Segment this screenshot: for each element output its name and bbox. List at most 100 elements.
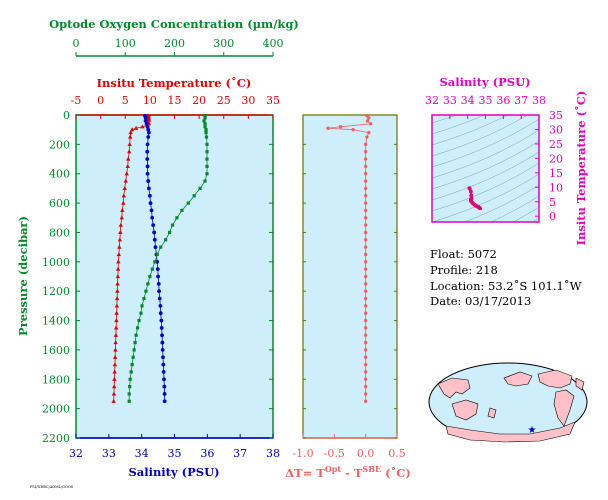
oxygen-point [139,311,143,315]
salinity-point [160,340,165,345]
salinity-point [162,399,167,404]
world-map: ★ [428,362,588,443]
delta-point [363,172,368,176]
temperature-point [114,303,120,308]
temperature-point [115,288,120,293]
ts-plot-area [432,115,539,222]
delta-point [363,340,368,345]
oxygen-point [203,179,207,183]
temperature-point [112,354,118,359]
ts-x-tick-label: 34 [461,94,475,107]
temperature-point [113,325,119,330]
temperature-point [125,163,130,168]
pressure-tick-label: 600 [49,197,70,210]
salinity-point [152,237,157,242]
delta-point [363,216,368,220]
ts-y-tick-label: 0 [549,210,556,223]
oxygen-point [135,326,140,330]
salinity-point [158,311,163,316]
temperature-point [113,347,118,352]
delta-tick-label: 0.5 [388,447,406,460]
salinity-point [150,215,155,220]
salinity-tick-label: 36 [200,447,214,460]
temperature-tick-label: -5 [71,94,82,107]
delta-axis-title: ΔT= TOpt - TSBE (˚C) [285,464,411,480]
salinity-point [160,333,164,338]
delta-point [363,362,368,367]
ts-x-tick-label: 38 [532,94,546,107]
oxygen-point [204,128,208,132]
temperature-point [114,310,119,315]
oxygen-point [142,296,146,301]
oxygen-point [205,150,209,154]
float-location-marker: ★ [528,425,537,436]
salinity-point [145,124,150,129]
delta-point [363,399,368,403]
delta-point [363,282,368,286]
salinity-point [146,135,151,139]
oxygen-point [127,392,131,396]
salinity-point [159,325,164,330]
salinity-point [147,193,152,198]
oxygen-point [134,333,138,337]
ts-x-tick-label: 36 [496,94,510,107]
temperature-point [129,127,135,132]
salinity-point [159,318,164,323]
isopycnal-line [432,115,458,124]
isopycnal-line [432,140,539,190]
temperature-point [133,125,139,130]
delta-point [363,384,368,389]
pressure-axis-title: Pressure (decibar) [16,216,30,336]
pressure-tick-label: 800 [49,226,70,239]
salinity-axis-title: Salinity (PSU) [128,465,219,479]
delta-point [363,326,368,330]
ts-point [467,186,472,191]
delta-axis: -1.0 -0.5 0.0 0.5 [292,114,406,460]
temperature-tick-label: 0 [97,94,104,107]
salinity-point [156,281,161,286]
delta-point [367,130,371,135]
temperature-axis: -5 0 5 10 15 20 25 30 35 [71,94,280,119]
temperature-point [112,376,117,381]
salinity-tick-label: 35 [168,447,182,460]
delta-point [363,245,368,249]
temperature-axis-title: Insitu Temperature (˚C) [97,76,252,90]
delta-point [365,135,369,139]
salinity-point [146,130,151,135]
delta-point [363,142,368,147]
salinity-point [162,384,167,389]
temperature-point [118,230,123,235]
float-label: Float: 5072 [430,247,497,261]
salinity-point [146,127,151,132]
pressure-tick-label: 2200 [42,432,70,445]
delta-point [351,127,355,132]
salinity-tick-label: 38 [266,447,280,460]
salinity-point [152,230,157,235]
delta-plot-area [303,115,397,438]
temperature-point [140,124,145,129]
temperature-point [146,117,152,122]
ts-y-tick-label: 15 [549,167,563,180]
oxygen-point [170,223,175,227]
oxygen-point [131,355,135,359]
temperature-point [126,156,131,161]
temperature-point [123,178,128,183]
pressure-tick-label: 2000 [42,403,70,416]
oxygen-point [203,125,207,129]
profile-plot-area [76,115,273,438]
temperature-point [124,171,129,176]
delta-point [363,304,368,308]
delta-point [363,296,368,301]
temperature-point [111,398,116,403]
isopycnal-line [432,115,485,135]
pressure-tick-label: 200 [49,138,70,151]
oxygen-point [204,135,209,139]
ts-x-tick-label: 37 [514,94,528,107]
isopycnal-line [432,151,539,201]
temperature-point [119,215,125,220]
oxygen-axis-title: Optode Oxygen Concentration (µm/kg) [49,17,299,31]
delta-point [363,186,368,191]
salinity-point [161,355,165,360]
salinity-point [145,142,150,147]
temperature-point [118,222,124,227]
